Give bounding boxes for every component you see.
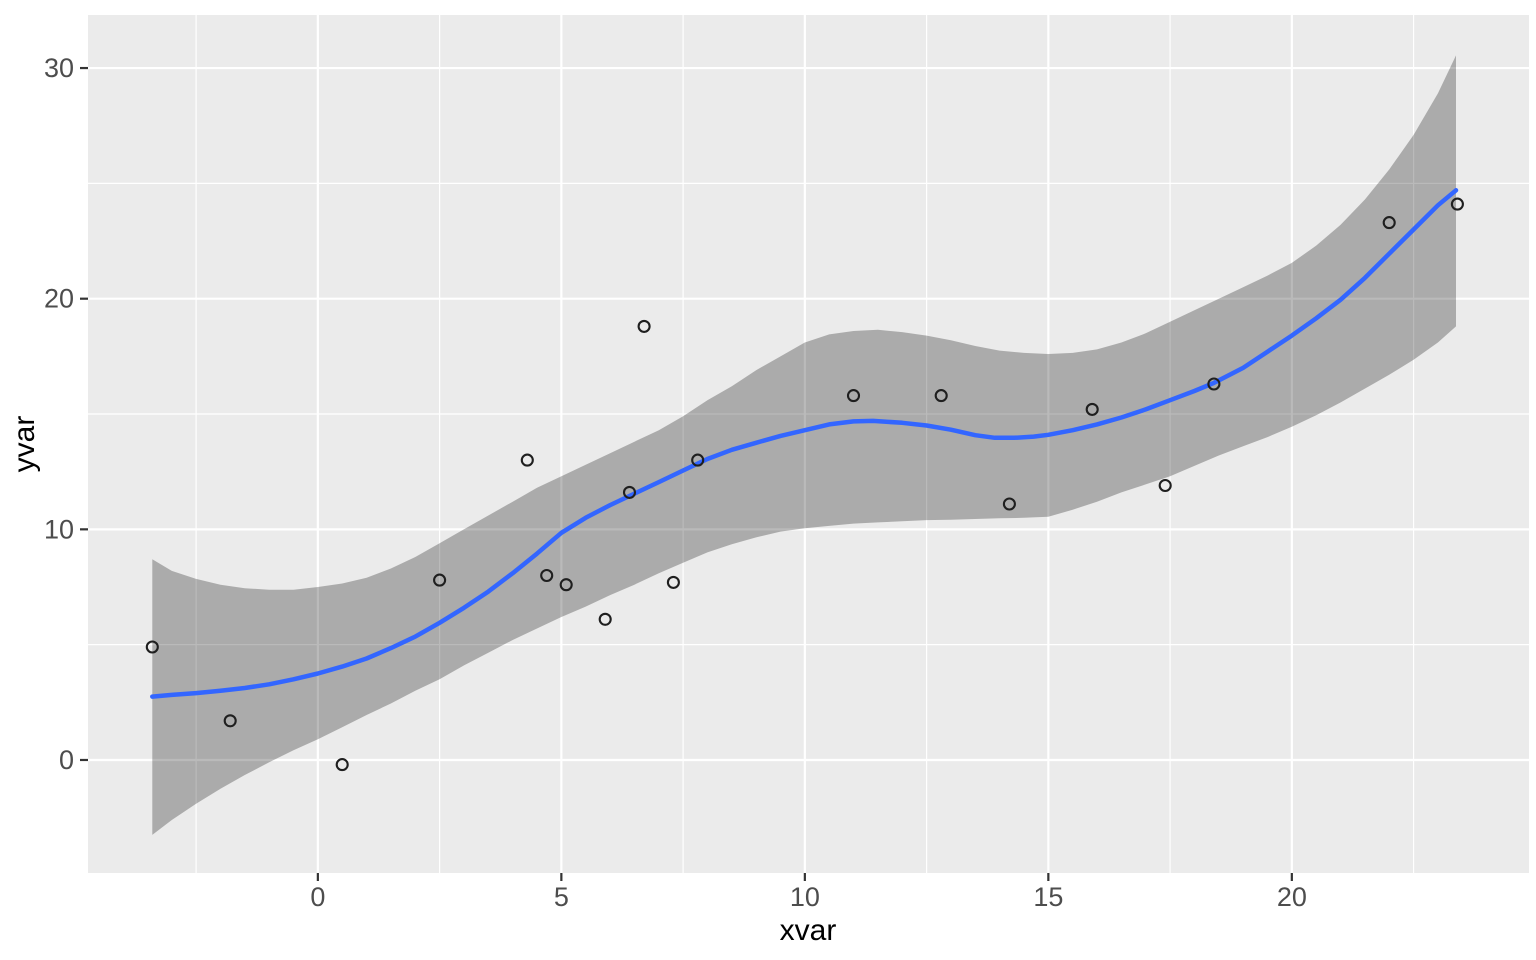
- minor-gridlines: [88, 15, 1529, 873]
- data-point: [666, 575, 680, 589]
- data-point: [637, 319, 651, 333]
- plot-panel: [88, 15, 1529, 873]
- data-point: [622, 485, 637, 499]
- data-point: [1450, 197, 1464, 211]
- y-tick-label: 0: [59, 745, 74, 775]
- data-point: [1085, 402, 1099, 416]
- axis-tick-labels: 0 5 10 15 20 0 10 20 30: [44, 53, 1307, 912]
- data-point: [1002, 497, 1016, 511]
- x-tick-label: 0: [310, 882, 325, 912]
- data-point: [433, 573, 447, 587]
- y-tick-label: 30: [44, 53, 74, 83]
- data-point: [223, 714, 237, 728]
- x-tick-label: 15: [1033, 882, 1063, 912]
- ribbon-area: [152, 55, 1456, 835]
- smooth-line-path: [150, 188, 1459, 699]
- x-tick-label: 20: [1277, 882, 1307, 912]
- data-point: [520, 453, 534, 467]
- data-point: [145, 640, 159, 654]
- data-point: [1207, 377, 1221, 391]
- y-tick-label: 20: [44, 284, 74, 314]
- x-axis-title: xvar: [780, 914, 837, 947]
- data-points: [145, 197, 1464, 772]
- y-axis-title: yvar: [8, 416, 41, 473]
- data-point: [934, 389, 948, 403]
- confidence-ribbon: [152, 55, 1456, 835]
- data-point: [846, 389, 861, 403]
- smooth-line: [150, 188, 1459, 699]
- data-point: [335, 758, 349, 772]
- data-point: [691, 453, 705, 467]
- axis-tick-marks: [80, 66, 1293, 881]
- y-tick-label: 10: [44, 514, 74, 544]
- data-point: [559, 578, 573, 592]
- data-point: [1158, 478, 1172, 493]
- x-tick-label: 10: [790, 882, 820, 912]
- major-gridlines: [88, 15, 1529, 873]
- data-point: [1382, 216, 1396, 230]
- data-point: [540, 568, 554, 583]
- x-tick-label: 5: [554, 882, 569, 912]
- data-point: [598, 612, 612, 626]
- panel-background: [88, 15, 1529, 873]
